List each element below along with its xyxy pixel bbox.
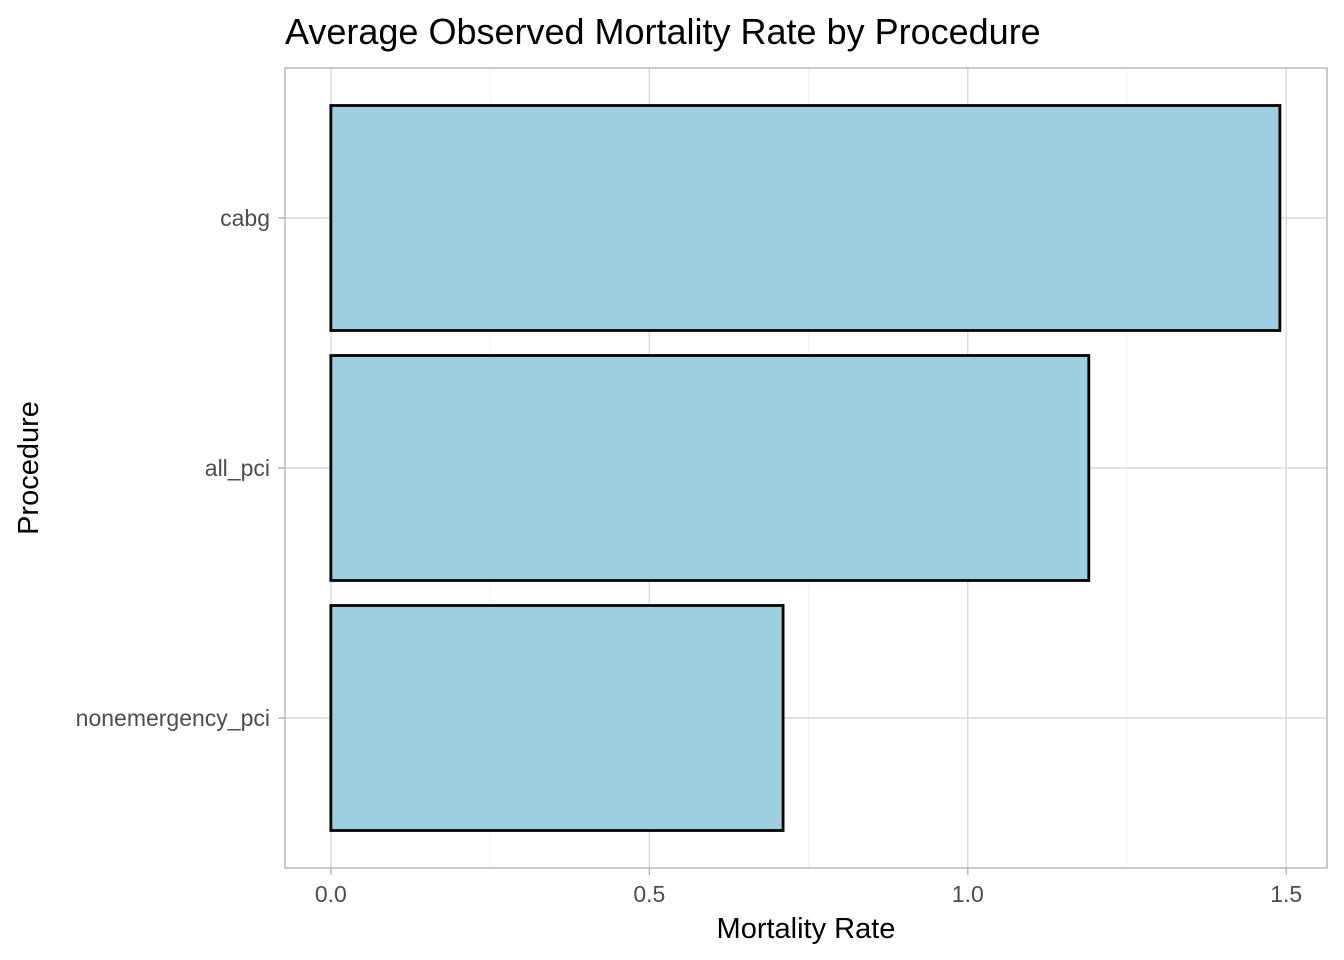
x-tick-label: 0.0 [315,881,347,907]
y-axis-title: Procedure [13,401,45,535]
bar-all-pci [329,354,1091,582]
x-tick-label: 1.5 [1270,881,1302,907]
y-tick-label: cabg [220,205,270,231]
x-axis-title: Mortality Rate [717,913,896,945]
chart-title: Average Observed Mortality Rate by Proce… [285,11,1041,52]
y-tick-label: all_pci [205,455,270,481]
axis-ticks: 0.0 0.5 1.0 1.5 cabg all_pci nonemergency_pci [76,205,1303,907]
bar-cabg [329,104,1282,332]
x-tick-label: 1.0 [952,881,984,907]
y-tick-label: nonemergency_pci [76,705,270,731]
bar-nonemergency-pci [329,604,785,832]
x-tick-label: 0.5 [633,881,665,907]
bars [329,104,1282,832]
